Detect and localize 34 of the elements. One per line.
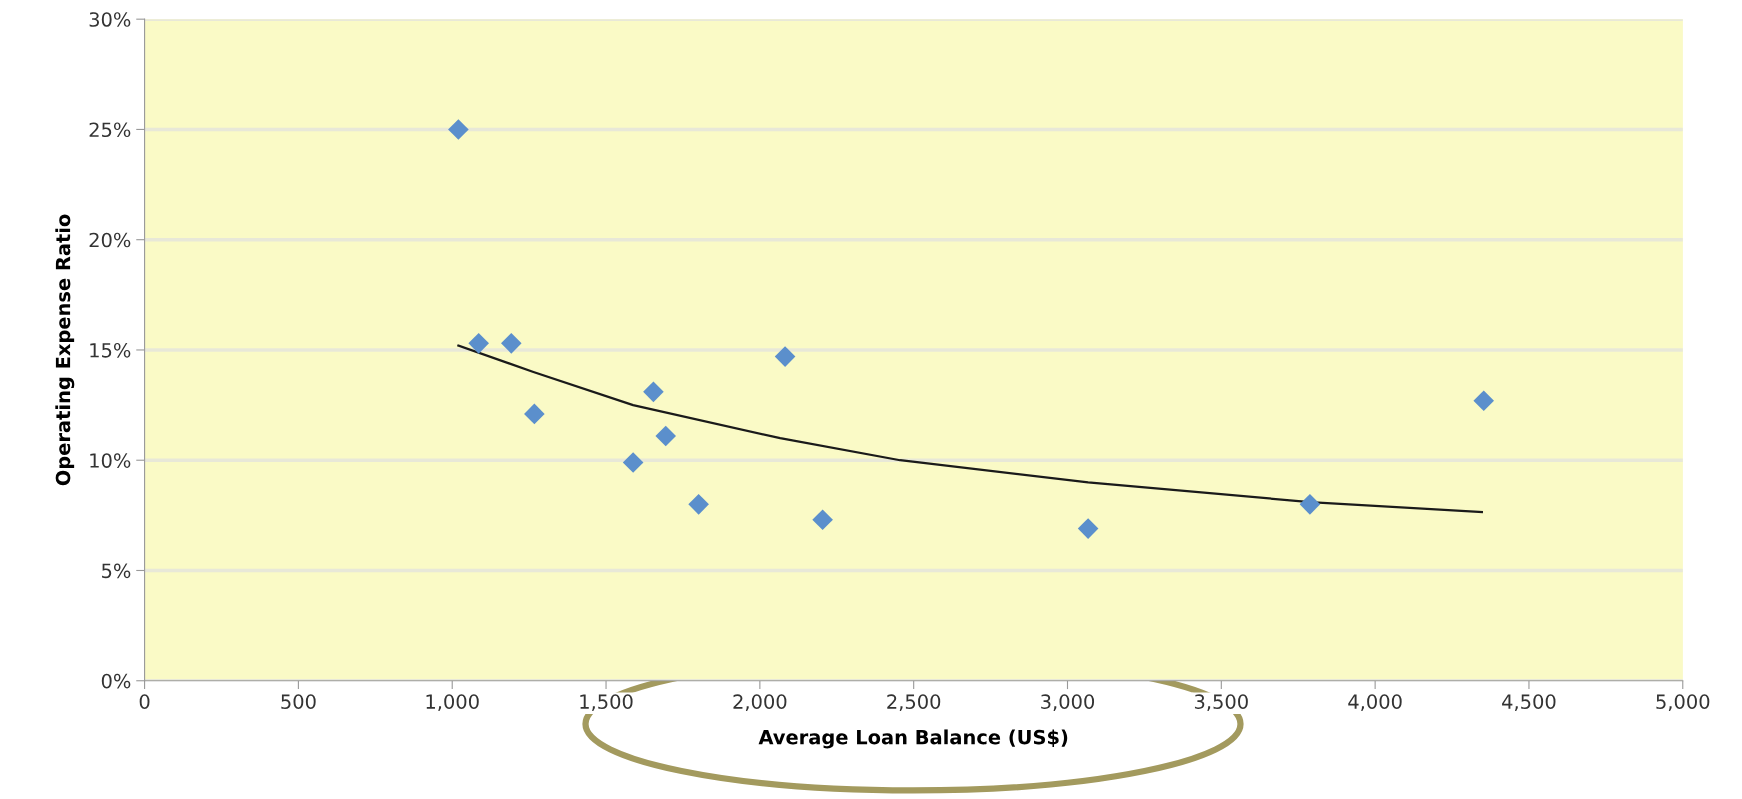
y-axis-title: Operating Expense Ratio (55, 214, 75, 486)
x-tick-label: 4,500 (1502, 694, 1556, 711)
point (622, 452, 644, 473)
y-tick-label: 20% (89, 232, 131, 248)
x-tick-label: 3,500 (1194, 694, 1248, 711)
y-tick-label: 15% (90, 342, 131, 358)
y-tick-label: 0% (101, 673, 131, 689)
y-tick-label: 5% (102, 563, 131, 579)
x-tick-label: 3,000 (1041, 694, 1095, 711)
point (655, 425, 677, 447)
x-tick-label: 0 (139, 694, 150, 709)
point (1299, 494, 1321, 515)
x-tick-label: 2,500 (887, 694, 941, 711)
x-tick-label: 2,000 (733, 694, 787, 711)
point (500, 333, 522, 354)
line-series (457, 344, 1483, 514)
point (468, 333, 489, 354)
y-tick-label: 30% (89, 12, 131, 27)
x-tick-label: 1,000 (426, 694, 479, 711)
x-axis-title: Average Loan Balance (US$) (758, 729, 1068, 749)
x-tick-label: 4,000 (1348, 694, 1402, 711)
point (812, 509, 833, 531)
x-tick-label: 5,000 (1656, 694, 1710, 711)
point (1077, 518, 1099, 539)
point (774, 346, 796, 367)
point (448, 119, 469, 140)
point (688, 494, 709, 515)
point (1473, 390, 1495, 411)
point (524, 403, 545, 425)
x-tick-label: 500 (281, 694, 316, 709)
y-tick-label: 25% (89, 122, 131, 138)
y-tick-label: 10% (90, 453, 131, 468)
point (643, 381, 664, 403)
x-tick-label: 1,500 (580, 694, 633, 711)
